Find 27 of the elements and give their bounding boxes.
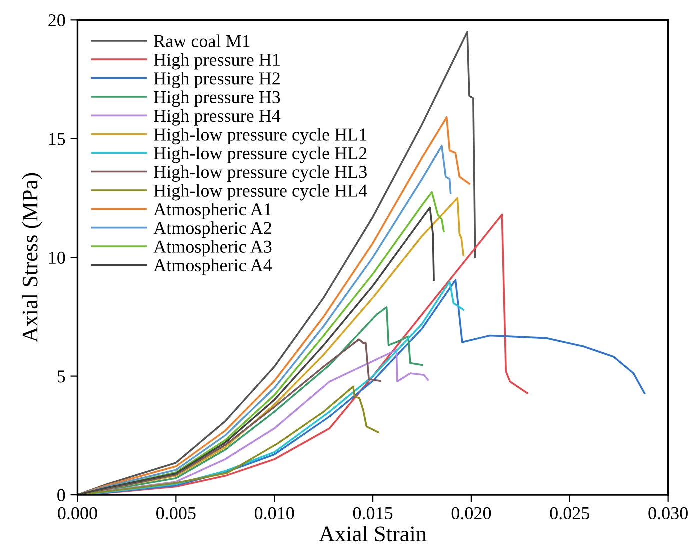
- y-tick-label: 20: [48, 14, 66, 27]
- legend-label: Atmospheric A4: [154, 258, 272, 276]
- y-tick-label: 0: [58, 489, 66, 502]
- y-tick-label: 5: [58, 370, 66, 383]
- y-tick-label: 15: [49, 133, 66, 146]
- legend-label: Atmospheric A2: [154, 222, 272, 238]
- legend-label: High-low pressure cycle HL4: [154, 184, 368, 201]
- x-tick-label: 0.030: [648, 507, 688, 520]
- x-axis-title: Axial Strain: [319, 526, 427, 542]
- legend-label: High-low pressure cycle HL2: [154, 146, 367, 164]
- x-tick-label: 0.020: [452, 507, 492, 520]
- legend-label: Raw coal M1: [154, 34, 250, 48]
- legend-label: High pressure H3: [154, 90, 280, 108]
- legend-label: Atmospheric A1: [154, 202, 272, 220]
- legend-label: High pressure H1: [154, 53, 280, 70]
- y-tick-label: 10: [49, 252, 66, 264]
- x-tick-label: 0.005: [156, 507, 196, 520]
- legend-label: High-low pressure cycle HL1: [154, 128, 367, 145]
- legend-label: High pressure H4: [154, 109, 281, 126]
- x-tick-label: 0.025: [550, 507, 590, 520]
- x-tick-label: 0.010: [254, 507, 294, 520]
- legend-label: High-low pressure cycle HL3: [154, 166, 367, 182]
- y-axis-title: Axial Stress (MPa): [22, 173, 42, 343]
- legend-label: High pressure H2: [154, 72, 280, 88]
- x-tick-label: 0.015: [353, 507, 393, 520]
- legend-label: Atmospheric A3: [154, 240, 272, 257]
- x-tick-label: 0.000: [58, 507, 98, 520]
